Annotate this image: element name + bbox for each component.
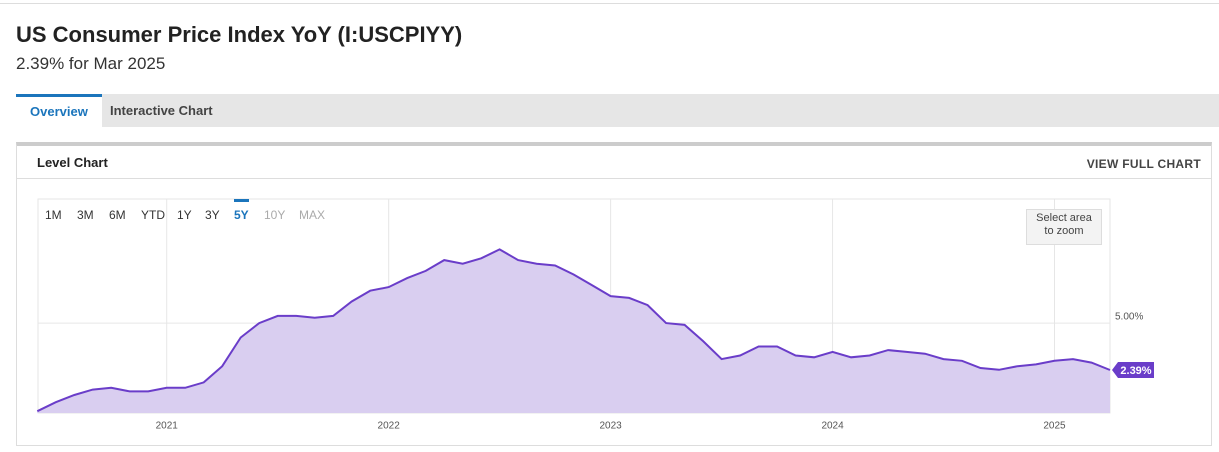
x-tick-label: 2025 [1043,421,1066,432]
page-subtitle: 2.39% for Mar 2025 [16,54,166,73]
chart-card [16,142,1212,446]
card-title: Level Chart [37,155,108,170]
zoom-hint-line: Select area [1036,212,1092,224]
zoom-hint-line: to zoom [1044,225,1084,237]
range-button[interactable]: 5Y [234,199,249,222]
x-tick-label: 2023 [599,421,622,432]
tab[interactable]: Interactive Chart [110,103,213,118]
range-button[interactable]: 3M [77,208,94,222]
range-button[interactable]: 1Y [177,208,192,222]
tab-bar [16,94,1219,127]
range-button: MAX [299,208,326,222]
x-tick-label: 2024 [821,421,844,432]
range-button[interactable]: YTD [141,208,165,222]
x-tick-label: 2021 [156,421,179,432]
card-separator [17,178,1211,179]
range-button[interactable]: 1M [45,208,62,222]
zoom-hint: Select area to zoom [1026,209,1102,245]
range-button: 10Y [264,208,286,222]
x-tick-label: 2022 [378,421,401,432]
y-tick-label: 5.00% [1115,312,1143,323]
view-full-chart[interactable]: VIEW FULL CHART [1086,157,1201,171]
line [36,248,1111,413]
top-border [0,3,1219,4]
page-title: US Consumer Price Index YoY (I:USCPIYY) [16,22,463,47]
tab[interactable]: Overview [16,94,102,127]
value-label-box [1112,362,1154,379]
value-label: 2.39% [1120,365,1151,377]
range-button[interactable]: 6M [109,208,126,222]
range-button[interactable]: 3Y [205,208,220,222]
area-fill [37,249,1110,413]
